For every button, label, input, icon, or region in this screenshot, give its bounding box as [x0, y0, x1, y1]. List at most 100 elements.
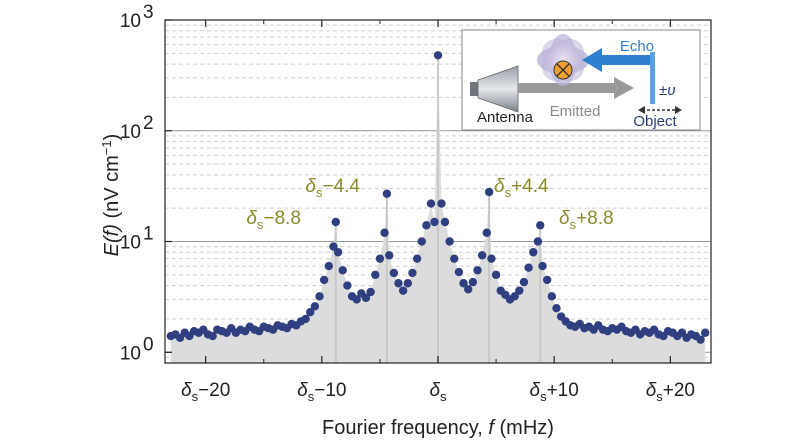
data-point	[352, 295, 361, 304]
data-point	[422, 221, 431, 230]
data-point	[529, 248, 538, 257]
data-point	[430, 217, 439, 227]
data-point	[473, 266, 482, 275]
data-point	[329, 242, 338, 251]
y-tick-label-base: 10	[120, 122, 141, 143]
y-axis-title-unit: (nV cm	[101, 155, 123, 224]
x-tick-label-base: δ	[297, 380, 308, 401]
data-point	[301, 314, 310, 324]
antenna-horn-icon	[470, 65, 519, 113]
data-point	[433, 51, 443, 60]
x-tick-label: δs−10	[297, 380, 346, 404]
data-point	[700, 328, 710, 337]
x-tick-label-base: δ	[646, 380, 657, 401]
peak-annotation: δs+4.4	[494, 176, 549, 200]
x-tick-label-sub: s	[308, 389, 315, 404]
data-point	[696, 335, 705, 344]
x-tick-label-base: δ	[530, 380, 541, 401]
peak-annotation-sub: s	[257, 217, 264, 232]
inset-label-emitted: Emitted	[550, 103, 601, 120]
x-axis-title-suffix: (mHz)	[494, 417, 554, 439]
echo-arrow-icon	[582, 48, 650, 72]
x-tick-label-suffix: −10	[314, 380, 346, 401]
data-point	[510, 292, 519, 301]
data-point	[547, 292, 557, 301]
peak-annotation: δs+8.8	[559, 208, 614, 232]
inset-label-pm: ±	[659, 82, 667, 99]
data-point	[538, 261, 547, 271]
inset-label-object: Object	[633, 113, 677, 130]
emitted-arrow-icon	[518, 77, 634, 99]
y-tick-label-exp: 1	[143, 224, 154, 245]
peak-annotation: δs−8.8	[246, 208, 301, 232]
inset-label-nu: υ	[667, 82, 675, 99]
data-point	[343, 281, 352, 290]
data-point	[333, 248, 343, 257]
inset-label-antenna: Antenna	[477, 109, 534, 126]
data-point	[361, 293, 371, 303]
data-point	[543, 275, 552, 285]
object-plate-icon	[650, 52, 655, 104]
data-point	[412, 254, 422, 263]
peak-annotation-sub: s	[316, 185, 323, 200]
y-tick-label-exp: 0	[143, 334, 154, 355]
y-tick-label-exp: 3	[143, 2, 154, 23]
data-point	[524, 263, 533, 272]
data-point	[366, 287, 375, 297]
x-tick-label-base: δ	[429, 380, 440, 401]
x-tick-label-sub: s	[192, 389, 199, 404]
data-point	[375, 254, 385, 263]
x-tick-label-suffix: +10	[547, 380, 579, 401]
data-point	[454, 267, 464, 277]
peak-annotation-offset: +4.4	[511, 176, 549, 197]
peak-annotation-sub: s	[505, 185, 512, 200]
data-point	[437, 199, 446, 208]
atom-icon	[537, 34, 589, 86]
data-point	[382, 189, 392, 198]
data-point	[380, 228, 389, 237]
data-point	[310, 302, 320, 311]
peak-annotation-sub: s	[570, 217, 577, 232]
y-tick-label-base: 10	[120, 343, 141, 364]
data-point	[468, 277, 478, 287]
data-point	[482, 228, 491, 237]
inset-label-velocity: ±υ	[659, 82, 675, 99]
data-point	[306, 308, 315, 317]
data-point	[450, 254, 459, 263]
peak-annotation-offset: −4.4	[322, 176, 360, 197]
peak-annotation-base: δ	[246, 208, 257, 229]
y-tick-label: 10	[120, 122, 141, 143]
x-tick-label-sub: s	[540, 389, 547, 404]
x-tick-label-suffix: −20	[198, 380, 230, 401]
data-point	[536, 221, 545, 230]
x-tick-labels: δs−20 δs−10 δs δs+10 δs+20	[181, 380, 695, 404]
data-point	[487, 254, 496, 263]
x-tick-label: δs+10	[530, 380, 579, 404]
x-tick-label: δs+20	[646, 380, 695, 404]
data-point	[394, 279, 403, 288]
x-tick-label: δs	[429, 380, 447, 404]
y-tick-label-exp: 2	[143, 113, 154, 134]
data-points	[166, 51, 710, 344]
data-point	[403, 279, 412, 288]
peak-annotation-base: δ	[305, 176, 316, 197]
x-axis-title-var: f	[488, 417, 496, 439]
y-tick-label: 10	[120, 343, 141, 364]
y-axis-title-unit-exp: −1	[99, 140, 114, 155]
y-tick-label-base: 10	[120, 233, 141, 254]
data-point	[440, 217, 450, 227]
x-tick-label-base: δ	[181, 380, 192, 401]
x-tick-label: δs−20	[181, 380, 230, 404]
inset-label-echo: Echo	[620, 38, 654, 55]
x-tick-label-sub: s	[656, 389, 663, 404]
data-point	[484, 187, 494, 197]
peak-annotations: δs−4.4 δs+4.4δs−8.8 δs+8.8	[246, 176, 613, 232]
peak-annotation-offset: −8.8	[263, 208, 301, 229]
y-axis-title-var: E(f)	[101, 224, 123, 256]
data-point	[515, 286, 524, 295]
x-axis-title: Fourier frequency, f (mHz)	[322, 417, 554, 439]
data-point	[477, 251, 487, 260]
data-point	[459, 279, 468, 288]
